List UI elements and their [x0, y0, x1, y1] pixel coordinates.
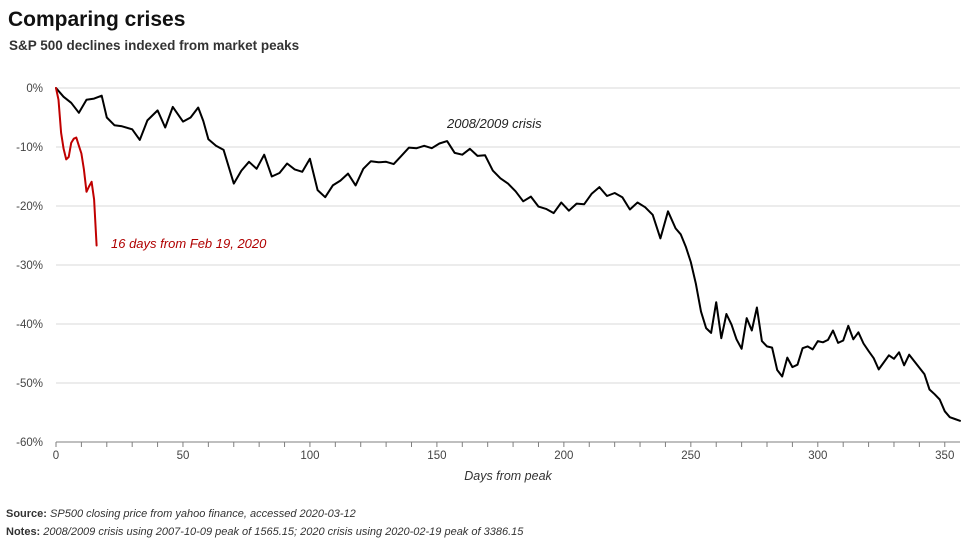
notes-text: 2008/2009 crisis using 2007-10-09 peak o… — [43, 526, 524, 538]
y-gridlines — [56, 87, 960, 384]
x-axis — [55, 441, 960, 447]
x-tick-label: 50 — [177, 450, 190, 462]
chart-title: Comparing crises — [8, 8, 186, 31]
x-tick-label: 300 — [808, 450, 827, 462]
series-line-2008-2009 — [55, 87, 961, 422]
x-tick-labels: 0 50 100 150 200 250 300 350 — [53, 450, 955, 462]
series-lines — [55, 87, 961, 422]
notes-label: Notes: — [6, 526, 41, 538]
x-tick-label: 250 — [681, 450, 700, 462]
y-tick-label: -20% — [16, 201, 43, 213]
notes-note: Notes: 2008/2009 crisis using 2007-10-09… — [6, 526, 523, 538]
annotation-2008-crisis: 2008/2009 crisis — [446, 116, 542, 131]
x-axis-label: Days from peak — [464, 469, 552, 483]
x-tick-label: 200 — [554, 450, 573, 462]
y-tick-label: -10% — [16, 142, 43, 154]
x-tick-label: 150 — [427, 450, 446, 462]
annotation-2020-crisis: 16 days from Feb 19, 2020 — [111, 236, 267, 251]
series-line-2020 — [55, 87, 98, 247]
x-tick-label: 0 — [53, 450, 59, 462]
y-tick-label: -30% — [16, 260, 43, 272]
source-text: SP500 closing price from yahoo finance, … — [50, 508, 356, 520]
x-tick-label: 350 — [935, 450, 954, 462]
chart-subtitle: S&P 500 declines indexed from market pea… — [9, 38, 300, 53]
y-tick-label: -60% — [16, 437, 43, 449]
x-tick-label: 100 — [300, 450, 319, 462]
y-tick-labels: 0% -10% -20% -30% -40% -50% -60% — [16, 83, 43, 449]
y-tick-label: 0% — [26, 83, 43, 95]
y-tick-label: -50% — [16, 378, 43, 390]
source-label: Source: — [6, 508, 47, 520]
y-tick-label: -40% — [16, 319, 43, 331]
source-note: Source: SP500 closing price from yahoo f… — [6, 508, 356, 520]
